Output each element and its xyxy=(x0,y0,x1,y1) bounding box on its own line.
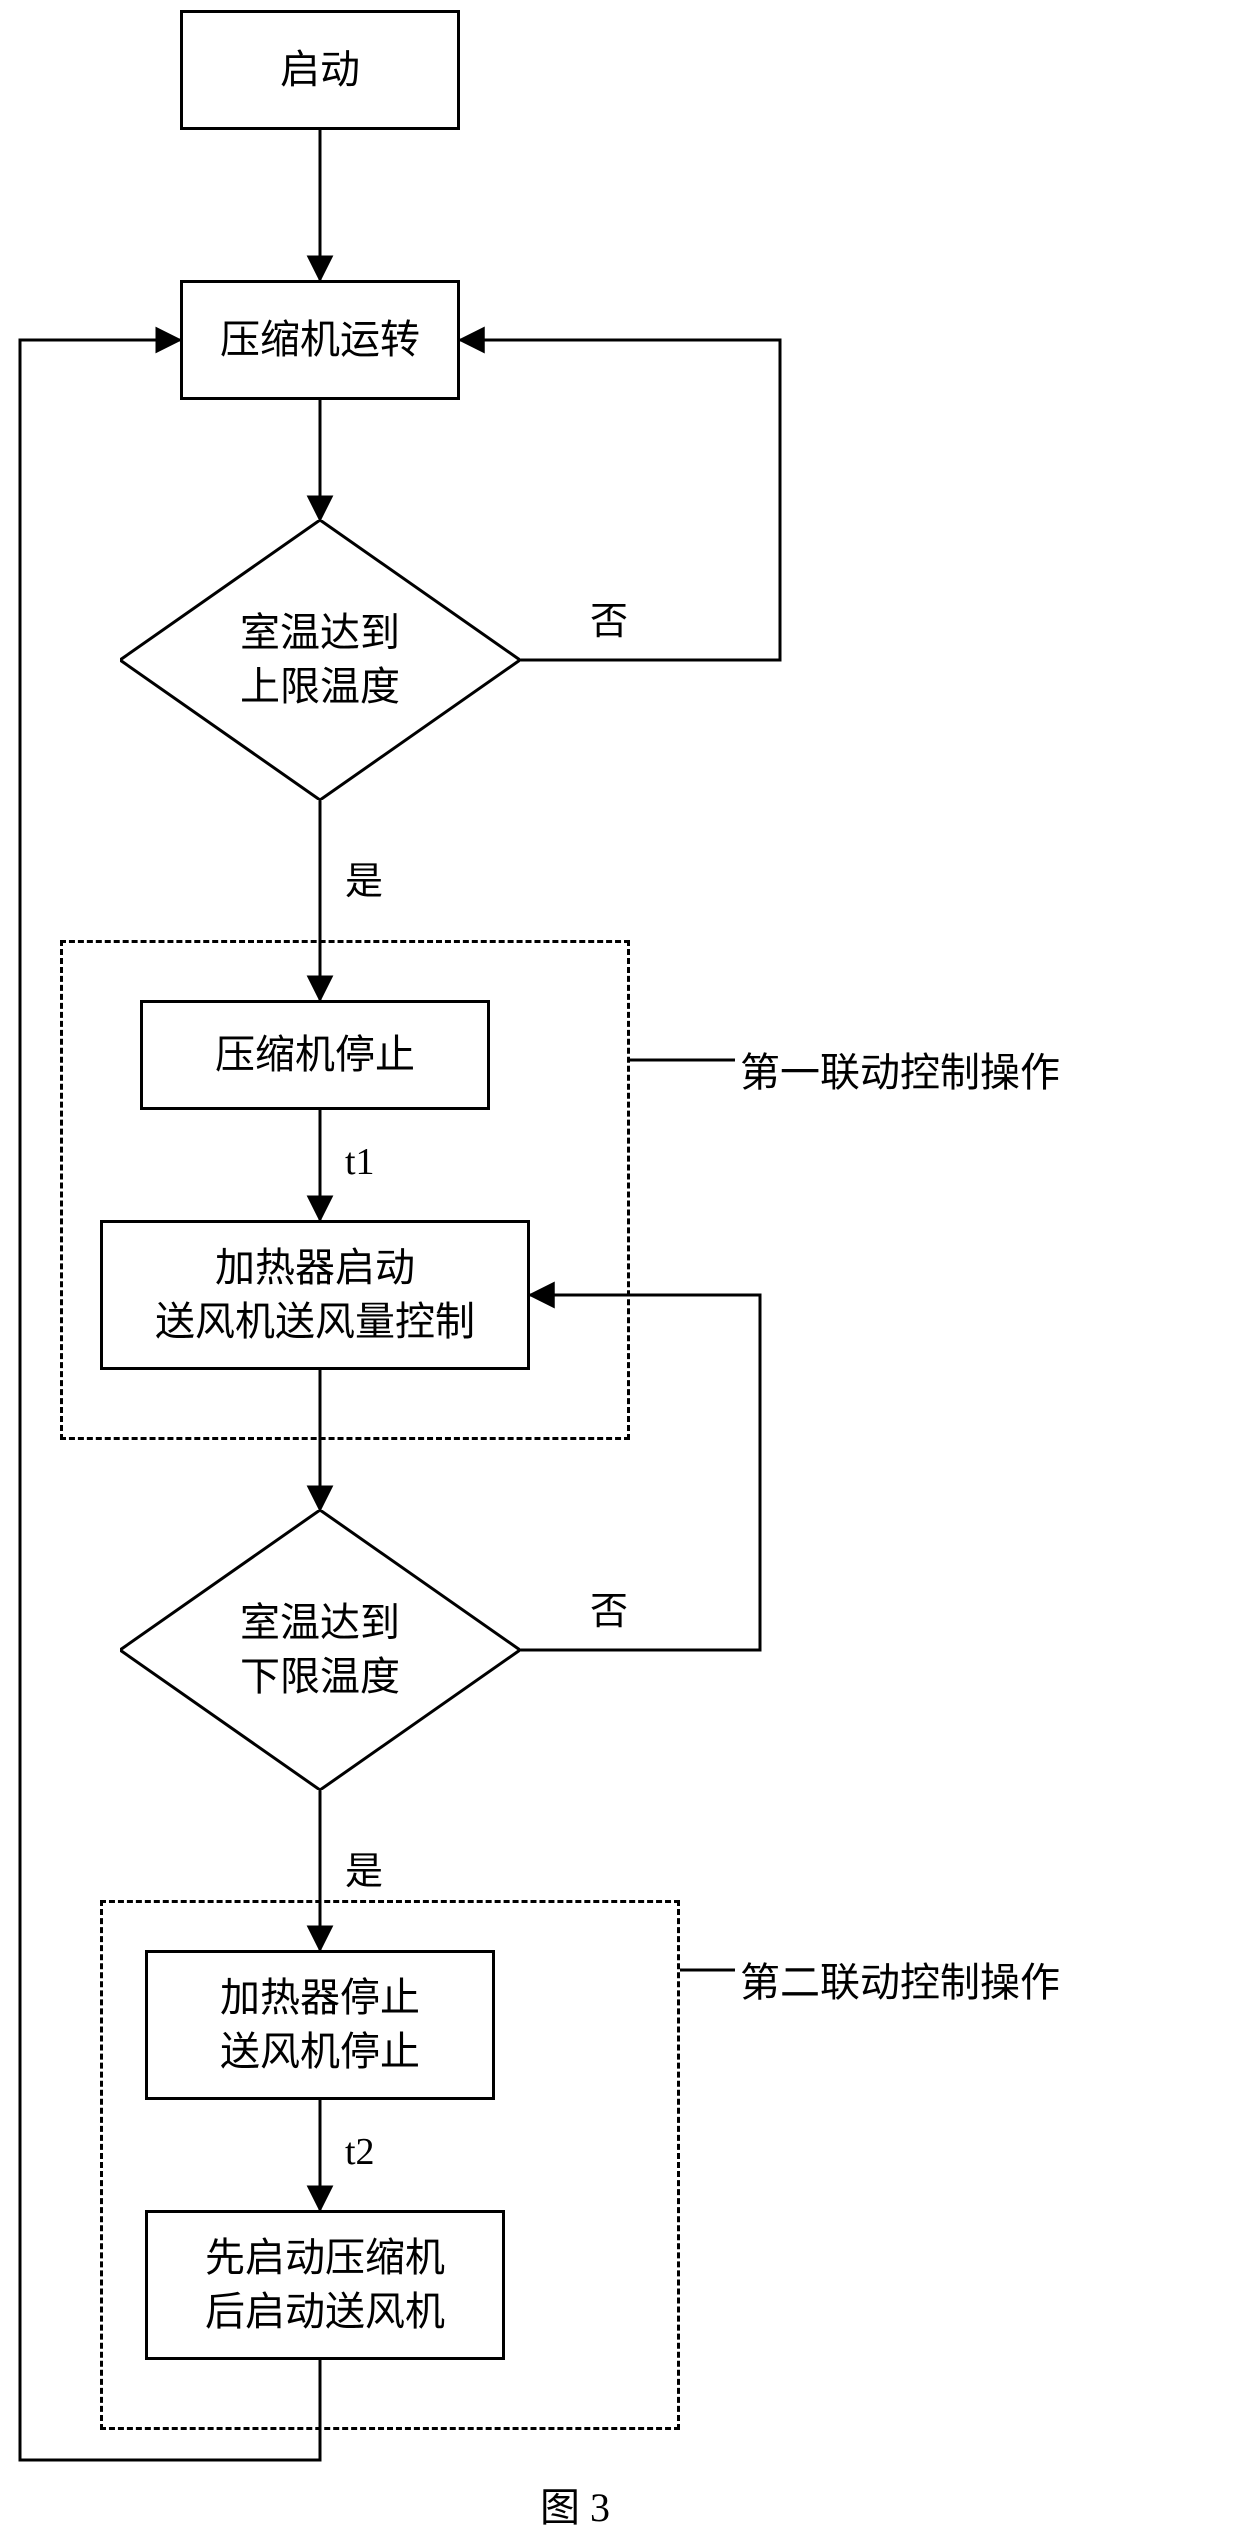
edge-label-no-2: 否 xyxy=(590,1580,628,1635)
node-compressor-run: 压缩机运转 xyxy=(180,280,460,400)
node-decision-1: 室温达到 上限温度 xyxy=(120,520,520,800)
edge-label-t2: t2 xyxy=(345,2130,375,2174)
node-decision-2-label: 室温达到 下限温度 xyxy=(240,1596,400,1704)
node-heater-on: 加热器启动 送风机送风量控制 xyxy=(100,1220,530,1370)
node-start: 启动 xyxy=(180,10,460,130)
flowchart-canvas: 启动 压缩机运转 压缩机停止 加热器启动 送风机送风量控制 加热器停止 送风机停… xyxy=(0,0,1244,2529)
node-start-label: 启动 xyxy=(280,43,360,97)
edge-label-no-1: 否 xyxy=(590,590,628,645)
node-compressor-run-label: 压缩机运转 xyxy=(220,313,420,367)
group-1-caption: 第一联动控制操作 xyxy=(740,1040,1060,1098)
node-heater-on-label: 加热器启动 送风机送风量控制 xyxy=(155,1241,475,1349)
node-restart: 先启动压缩机 后启动送风机 xyxy=(145,2210,505,2360)
node-decision-1-label: 室温达到 上限温度 xyxy=(240,606,400,714)
node-restart-label: 先启动压缩机 后启动送风机 xyxy=(205,2231,445,2339)
node-compressor-stop-label: 压缩机停止 xyxy=(215,1028,415,1082)
edge-label-yes-2: 是 xyxy=(345,1840,383,1895)
group-2-caption: 第二联动控制操作 xyxy=(740,1950,1060,2008)
node-heater-off: 加热器停止 送风机停止 xyxy=(145,1950,495,2100)
edge-label-t1: t1 xyxy=(345,1140,375,1184)
edge-label-yes-1: 是 xyxy=(345,850,383,905)
node-heater-off-label: 加热器停止 送风机停止 xyxy=(220,1971,420,2079)
node-decision-2: 室温达到 下限温度 xyxy=(120,1510,520,1790)
figure-caption: 图 3 xyxy=(540,2475,610,2533)
node-compressor-stop: 压缩机停止 xyxy=(140,1000,490,1110)
